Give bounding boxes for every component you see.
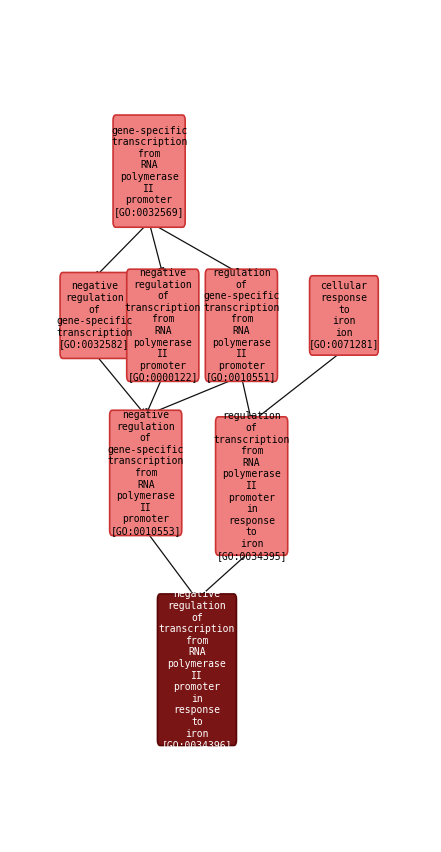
Text: negative
regulation
of
transcription
from
RNA
polymerase
II
promoter
[GO:0000122: negative regulation of transcription fro… <box>125 268 201 383</box>
FancyBboxPatch shape <box>60 273 129 359</box>
FancyBboxPatch shape <box>216 417 288 556</box>
Text: regulation
of
gene-specific
transcription
from
RNA
polymerase
II
promoter
[GO:00: regulation of gene-specific transcriptio… <box>203 268 280 383</box>
Text: negative
regulation
of
transcription
from
RNA
polymerase
II
promoter
in
response: negative regulation of transcription fro… <box>159 590 235 750</box>
FancyBboxPatch shape <box>310 276 378 355</box>
FancyBboxPatch shape <box>113 115 185 227</box>
Text: negative
regulation
of
gene-specific
transcription
[GO:0032582]: negative regulation of gene-specific tra… <box>56 281 133 349</box>
Text: regulation
of
transcription
from
RNA
polymerase
II
promoter
in
response
to
iron
: regulation of transcription from RNA pol… <box>213 412 290 561</box>
Text: negative
regulation
of
gene-specific
transcription
from
RNA
polymerase
II
promot: negative regulation of gene-specific tra… <box>108 410 184 536</box>
FancyBboxPatch shape <box>110 411 182 536</box>
Text: cellular
response
to
iron
ion
[GO:0071281]: cellular response to iron ion [GO:007128… <box>309 281 379 349</box>
FancyBboxPatch shape <box>206 269 277 382</box>
Text: gene-specific
transcription
from
RNA
polymerase
II
promoter
[GO:0032569]: gene-specific transcription from RNA pol… <box>111 125 187 216</box>
FancyBboxPatch shape <box>127 269 199 382</box>
FancyBboxPatch shape <box>157 594 236 746</box>
